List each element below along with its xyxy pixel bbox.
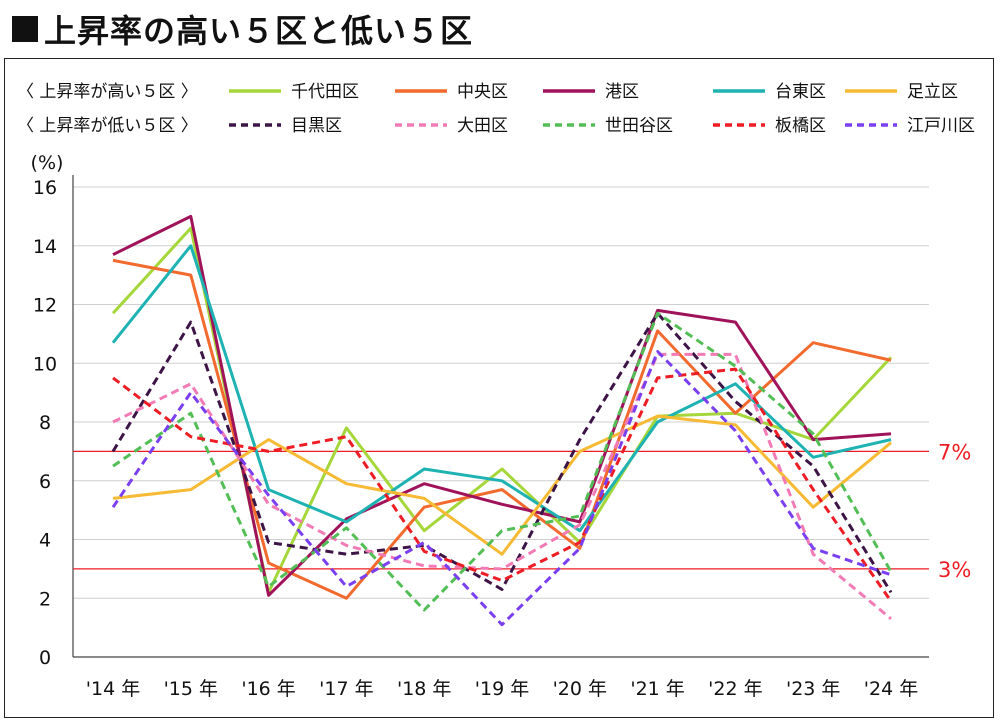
series-line-2 <box>112 214 892 597</box>
reference-line-label: 3% <box>938 558 971 582</box>
x-tick-label: '23 年 <box>786 678 840 700</box>
legend-entry-label: 目黒区 <box>291 116 342 136</box>
y-tick-label: 6 <box>39 471 51 493</box>
legend-group-label: 〈 上昇率が低い５区 〉 <box>17 116 198 136</box>
reference-line-label: 7% <box>938 440 971 464</box>
legend-entry-label: 中央区 <box>457 82 508 102</box>
x-tick-label: '15 年 <box>164 678 218 700</box>
legend-entry-label: 板橋区 <box>775 116 826 136</box>
chart-title-text: 上昇率の高い５区と低い５区 <box>44 12 474 50</box>
x-tick-label: '18 年 <box>397 678 451 700</box>
y-axis-unit: (%) <box>31 152 64 174</box>
series-line-7 <box>112 311 893 612</box>
chart-title: 上昇率の高い５区と低い５区 <box>12 6 473 52</box>
series-line-8 <box>112 367 893 603</box>
y-tick-label: 2 <box>39 588 51 610</box>
y-tick-label: 4 <box>39 530 51 552</box>
y-tick-label: 10 <box>33 353 57 375</box>
x-tick-label: '16 年 <box>241 678 295 700</box>
legend-entry-label: 千代田区 <box>291 82 359 102</box>
legend-entry-label: 港区 <box>605 82 639 102</box>
chart-frame: 0 2 4 6 8 10 12 14 16 (%) '14 年 '15 年 '16 年 '17 年 '18 … <box>4 58 994 718</box>
series-line-3 <box>111 244 892 533</box>
y-tick-label: 12 <box>33 295 57 317</box>
legend-entry-label: 大田区 <box>457 116 508 136</box>
x-tick-label: '21 年 <box>630 678 684 700</box>
series-line-4 <box>112 414 892 556</box>
line-chart: 0 2 4 6 8 10 12 14 16 (%) '14 年 '15 年 '16 年 '17 年 '18 … <box>17 82 975 700</box>
x-tick-label: '24 年 <box>864 678 918 700</box>
title-square-icon <box>12 16 38 42</box>
x-tick-label: '20 年 <box>553 678 607 700</box>
legend-entry-label: 江戸川区 <box>907 116 975 136</box>
y-tick-label: 8 <box>39 412 51 434</box>
y-tick-label: 16 <box>33 177 57 199</box>
legend-entry-label: 足立区 <box>907 82 958 102</box>
series-line-9 <box>111 350 892 627</box>
y-tick-label: 0 <box>39 647 51 669</box>
series-line-6 <box>112 352 892 620</box>
x-tick-label: '17 年 <box>319 678 373 700</box>
legend-entry-label: 世田谷区 <box>605 116 673 136</box>
legend-entry-label: 台東区 <box>775 82 826 102</box>
x-tick-label: '14 年 <box>86 678 140 700</box>
x-tick-label: '19 年 <box>475 678 529 700</box>
y-tick-label: 14 <box>33 236 57 258</box>
x-tick-label: '22 年 <box>708 678 762 700</box>
legend-group-label: 〈 上昇率が高い５区 〉 <box>17 82 198 102</box>
